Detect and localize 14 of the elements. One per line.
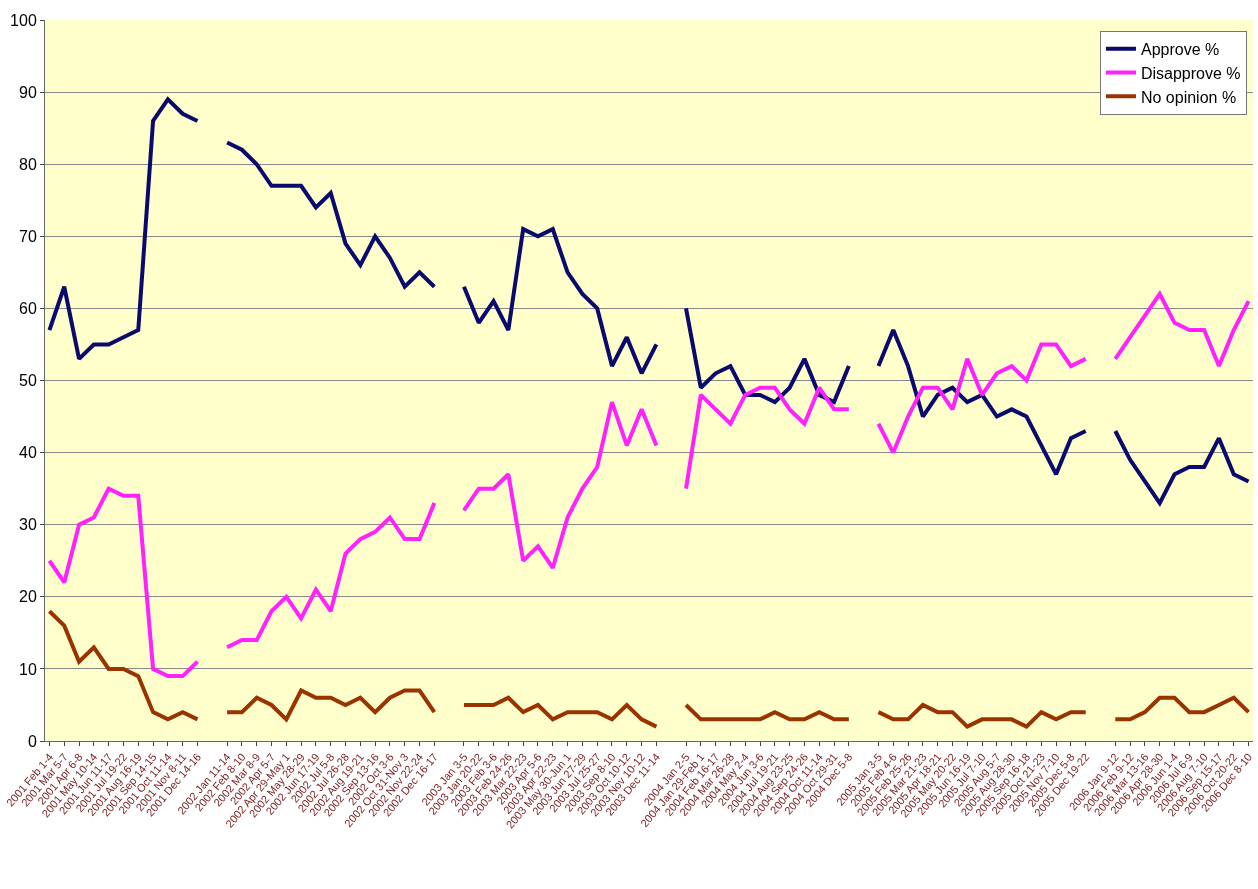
y-tick-label: 10 (19, 660, 37, 678)
legend-label: Approve % (1140, 40, 1220, 58)
y-tick-label: 100 (10, 11, 37, 29)
y-tick-label: 40 (19, 444, 37, 462)
y-tick-label: 90 (19, 83, 37, 101)
y-tick-label: 0 (27, 732, 37, 750)
y-tick-label: 50 (19, 372, 37, 390)
y-tick-label: 70 (19, 227, 37, 245)
legend-label: No opinion % (1140, 88, 1237, 106)
y-tick-label: 80 (19, 155, 37, 173)
y-tick-label: 20 (19, 588, 37, 606)
legend-label: Disapprove % (1140, 64, 1241, 82)
y-tick-label: 60 (19, 300, 37, 317)
y-tick-label: 30 (19, 516, 37, 534)
